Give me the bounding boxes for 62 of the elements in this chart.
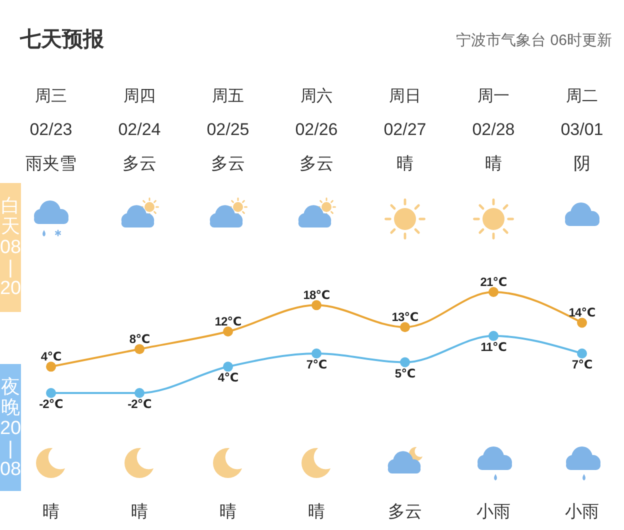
x-tick-label: 03/01 — [560, 120, 604, 139]
data-label: 21℃ — [480, 275, 507, 289]
subtitle: 宁波市气象台 06时更新 — [456, 32, 612, 49]
annotation: 多云 — [388, 502, 422, 521]
annotation: 多云 — [300, 154, 334, 173]
annotation: 多云 — [211, 154, 245, 173]
point — [488, 287, 498, 297]
annotation: 晴 — [396, 154, 414, 173]
annotation: 周六 — [300, 88, 332, 105]
data-label: 18℃ — [303, 288, 330, 302]
data-label: 11℃ — [480, 340, 506, 354]
x-tick-label: 02/27 — [384, 120, 426, 139]
point — [488, 330, 498, 341]
point — [577, 318, 587, 328]
annotation: 晴 — [131, 502, 148, 521]
side-label: 夜晚20|08 — [0, 364, 22, 491]
data-label: 8℃ — [129, 332, 150, 346]
annotation: 雨夹雪 — [26, 154, 76, 173]
data-label: 5℃ — [394, 366, 416, 380]
point — [400, 357, 410, 368]
data-label: 4℃ — [40, 350, 62, 364]
point — [577, 348, 587, 358]
annotation: 周二 — [566, 88, 598, 105]
annotation: 晴 — [485, 154, 502, 173]
annotation: 晴 — [308, 502, 325, 521]
point — [134, 344, 144, 354]
point — [223, 326, 233, 337]
data-label: 4℃ — [218, 370, 238, 385]
annotation: 周五 — [212, 88, 244, 105]
annotation: 周四 — [124, 88, 156, 105]
data-label: 7℃ — [572, 357, 592, 372]
x-tick-label: 02/25 — [206, 120, 250, 139]
x-tick-label: 02/26 — [295, 120, 338, 139]
annotation: 周一 — [478, 88, 510, 105]
point — [134, 388, 144, 398]
annotation: 周三 — [35, 88, 67, 105]
data-label: -2℃ — [39, 397, 63, 411]
annotation: 小雨 — [476, 502, 510, 521]
data-label: 14℃ — [568, 306, 596, 320]
data-label: 13℃ — [392, 310, 418, 324]
point — [312, 300, 322, 310]
annotation: 周日 — [389, 88, 421, 105]
annotation: 夜晚20|08 — [0, 376, 22, 480]
data-label: -2℃ — [128, 397, 152, 411]
side-label: 白天08|20 — [0, 183, 22, 312]
data-label: 12℃ — [214, 314, 242, 329]
point — [312, 348, 322, 358]
annotation: 晴 — [42, 502, 60, 521]
annotation: 小雨 — [565, 502, 599, 521]
point — [46, 388, 56, 398]
x-tick-label: 02/28 — [472, 120, 515, 139]
annotation: 白天08|20 — [0, 196, 22, 299]
point — [400, 322, 410, 332]
point — [223, 362, 233, 372]
annotation: 阴 — [574, 154, 590, 173]
annotation: 晴 — [220, 502, 236, 521]
title: 七天预报 — [20, 28, 104, 51]
data-label: 7℃ — [306, 357, 327, 372]
x-tick-label: 02/23 — [30, 120, 72, 139]
point — [46, 362, 56, 372]
annotation: 多云 — [122, 154, 156, 173]
x-tick-label: 02/24 — [118, 120, 161, 139]
